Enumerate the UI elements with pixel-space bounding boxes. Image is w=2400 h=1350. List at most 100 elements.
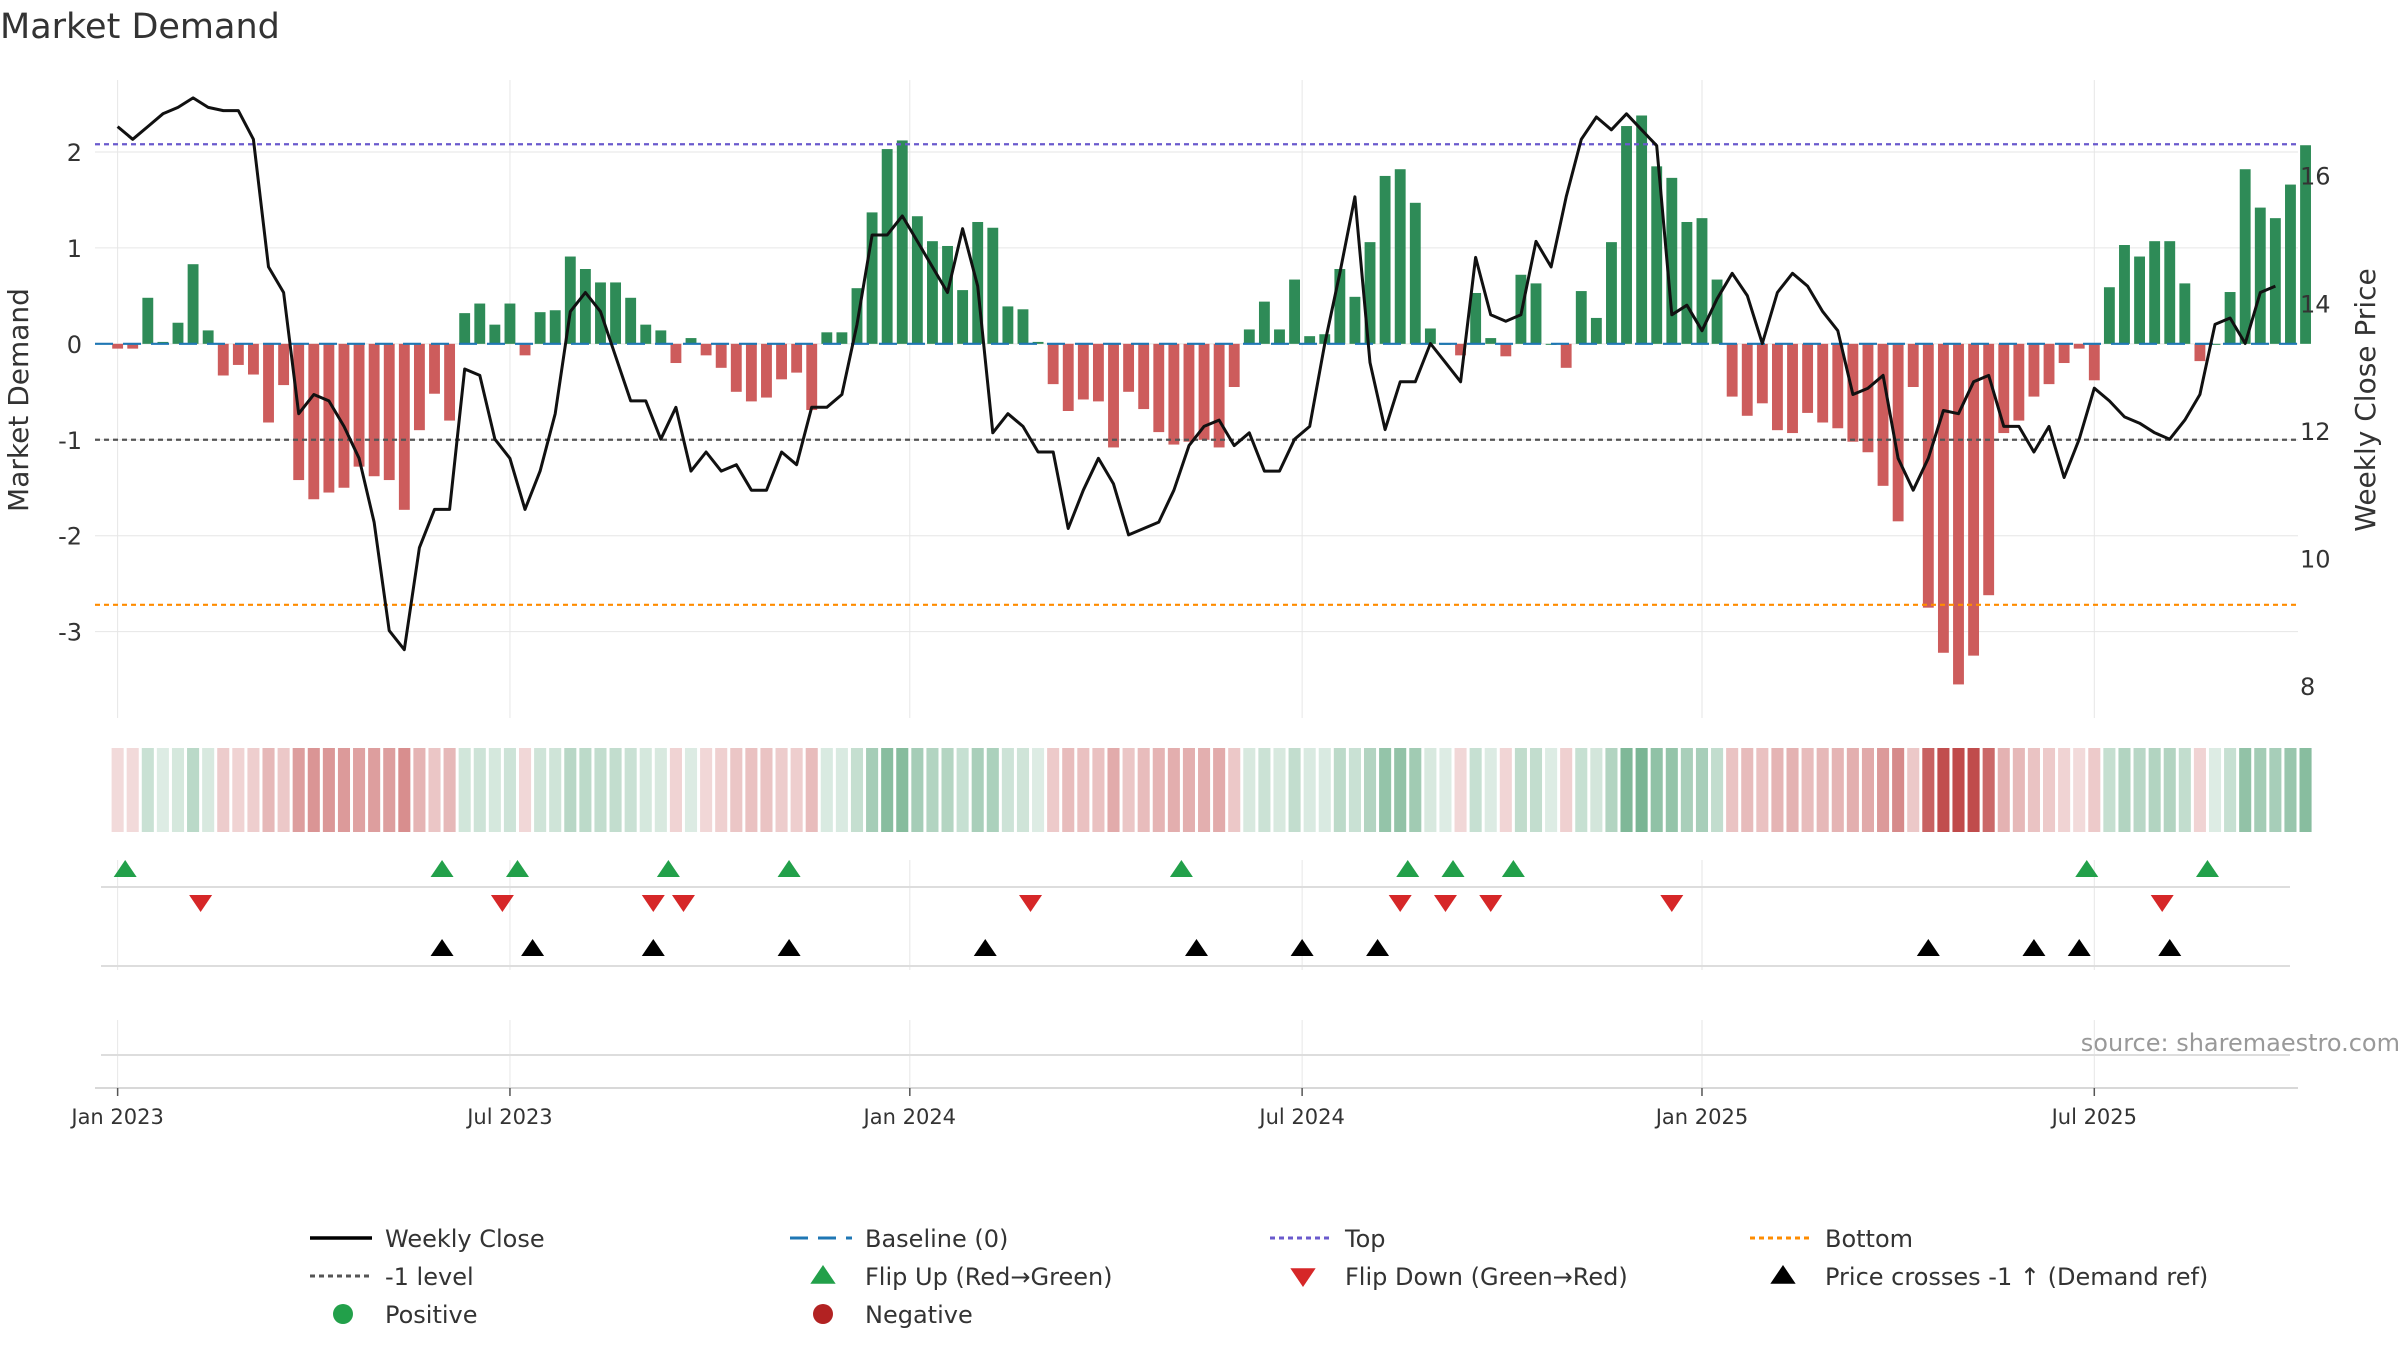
heat-cell bbox=[443, 748, 456, 832]
demand-bar bbox=[579, 269, 591, 344]
price-cross-marker bbox=[521, 939, 545, 956]
legend-label: Negative bbox=[865, 1301, 973, 1329]
left-tick-label: -1 bbox=[58, 427, 82, 455]
heat-cell bbox=[1545, 748, 1558, 832]
legend-label: Positive bbox=[385, 1301, 478, 1329]
heat-cell bbox=[2027, 748, 2040, 832]
demand-bar bbox=[127, 343, 139, 349]
demand-bar bbox=[715, 343, 727, 368]
demand-bar bbox=[1937, 343, 1949, 653]
heat-cell bbox=[353, 748, 366, 832]
heat-cell bbox=[1635, 748, 1648, 832]
demand-bar bbox=[1228, 343, 1240, 388]
heat-cell bbox=[232, 748, 245, 832]
demand-bar bbox=[2194, 343, 2206, 362]
heat-cell bbox=[715, 748, 728, 832]
left-tick-label: 1 bbox=[67, 235, 82, 263]
x-tick-label: Jan 2023 bbox=[69, 1105, 164, 1129]
flip-down-marker bbox=[671, 895, 695, 912]
demand-bar bbox=[353, 343, 365, 467]
heat-cell bbox=[2042, 748, 2056, 832]
demand-bar bbox=[625, 297, 637, 344]
demand-bars bbox=[112, 115, 2311, 685]
heat-cell bbox=[986, 748, 999, 832]
demand-bar bbox=[2134, 256, 2145, 344]
demand-bar bbox=[1726, 343, 1738, 397]
heat-cell bbox=[1228, 748, 1241, 832]
heat-cell bbox=[760, 748, 773, 832]
demand-bar bbox=[1077, 343, 1089, 400]
demand-bar bbox=[1123, 343, 1135, 392]
demand-bar bbox=[564, 256, 576, 344]
heat-cell bbox=[2224, 748, 2237, 832]
right-tick-label: 14 bbox=[2300, 290, 2331, 318]
demand-bar bbox=[1243, 329, 1255, 344]
demand-bar bbox=[519, 343, 531, 356]
legend-label: Bottom bbox=[1825, 1225, 1913, 1253]
demand-bar bbox=[444, 343, 456, 421]
demand-bar bbox=[2149, 241, 2161, 344]
demand-bar bbox=[685, 338, 697, 344]
demand-bar bbox=[700, 343, 712, 356]
demand-bar bbox=[217, 343, 229, 376]
heat-cell bbox=[413, 748, 426, 832]
demand-bar bbox=[1379, 175, 1391, 344]
heat-cell bbox=[730, 748, 743, 832]
demand-bar bbox=[1983, 343, 1995, 596]
legend-item: Baseline (0) bbox=[790, 1225, 1008, 1253]
demand-bar bbox=[1394, 169, 1406, 344]
demand-bar bbox=[1455, 343, 1466, 356]
demand-bar bbox=[1168, 343, 1180, 445]
demand-bar bbox=[1424, 328, 1436, 344]
demand-bar bbox=[1500, 343, 1512, 357]
heat-cell bbox=[1801, 748, 1814, 832]
demand-bar bbox=[2239, 169, 2251, 344]
legend-label: Top bbox=[1344, 1225, 1386, 1253]
demand-bar bbox=[263, 343, 274, 423]
legend-item: -1 level bbox=[310, 1263, 474, 1291]
demand-bar bbox=[338, 343, 350, 488]
heat-cell bbox=[1379, 748, 1392, 832]
demand-bar bbox=[1968, 343, 1980, 656]
heat-cell bbox=[1439, 748, 1452, 832]
heat-cell bbox=[368, 748, 381, 832]
demand-bar bbox=[2013, 343, 2025, 421]
demand-bar bbox=[1032, 341, 1044, 344]
demand-bar bbox=[957, 290, 969, 344]
demand-bar bbox=[881, 149, 893, 344]
heat-cell bbox=[549, 748, 562, 832]
flip-down-marker bbox=[1388, 895, 1412, 912]
heat-cell bbox=[579, 748, 592, 832]
demand-bar bbox=[1002, 306, 1014, 344]
demand-bar bbox=[1681, 221, 1693, 344]
price-cross-marker bbox=[777, 939, 801, 956]
demand-bar bbox=[610, 282, 622, 344]
flip-up-marker bbox=[2075, 860, 2099, 877]
demand-bar bbox=[1183, 343, 1195, 442]
heat-cell bbox=[1077, 748, 1090, 832]
heat-cell bbox=[1529, 748, 1543, 832]
heat-cell bbox=[1605, 748, 1618, 832]
heat-cell bbox=[428, 748, 441, 832]
legend-item: Weekly Close bbox=[310, 1225, 545, 1253]
demand-bar bbox=[761, 343, 772, 398]
demand-bar bbox=[2300, 145, 2311, 344]
heat-cell bbox=[307, 748, 320, 832]
heat-cell bbox=[790, 748, 803, 832]
demand-bar bbox=[368, 343, 380, 477]
demand-bar bbox=[2164, 241, 2176, 344]
heat-cell bbox=[1469, 748, 1482, 832]
heat-cell bbox=[2133, 748, 2146, 832]
heat-cell bbox=[594, 748, 607, 832]
flip-up-marker bbox=[113, 860, 137, 877]
demand-bar bbox=[489, 324, 501, 344]
heat-cell bbox=[1122, 748, 1135, 832]
heat-cell bbox=[1575, 748, 1588, 832]
heat-cell bbox=[1861, 748, 1874, 832]
demand-bar bbox=[2058, 343, 2070, 364]
heat-cell bbox=[1711, 748, 1724, 832]
heat-cell bbox=[850, 748, 864, 832]
heat-cell bbox=[2284, 748, 2297, 832]
legend-swatch-circle bbox=[813, 1304, 833, 1324]
